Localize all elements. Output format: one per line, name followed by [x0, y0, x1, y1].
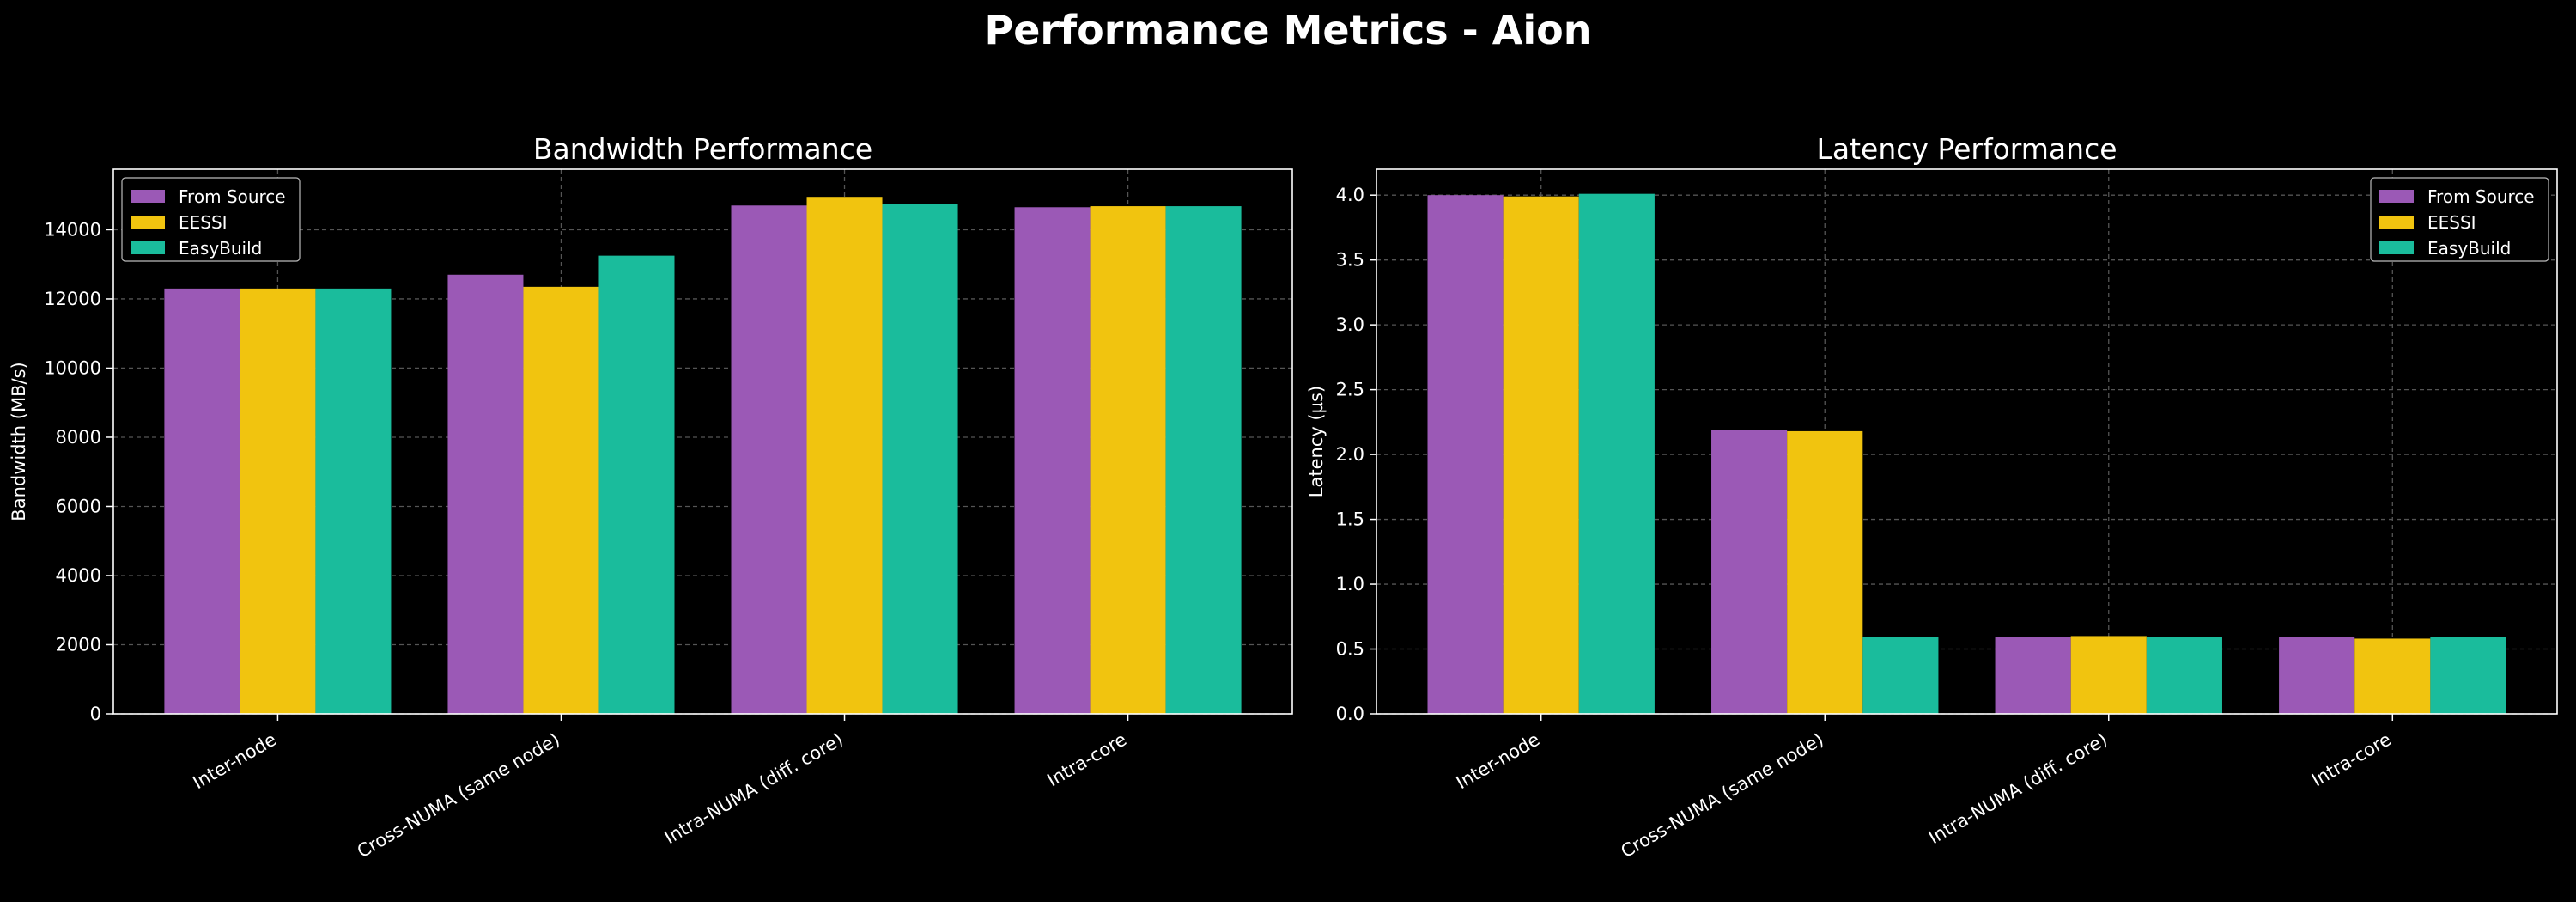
legend-swatch	[2379, 216, 2414, 229]
legend-swatch	[131, 216, 165, 229]
bar-eessi	[1503, 196, 1579, 714]
y-axis-label: Bandwidth (MB/s)	[9, 362, 29, 521]
y-tick-label: 2000	[56, 634, 101, 655]
legend-label: From Source	[2427, 186, 2535, 207]
legend-box	[2370, 177, 2549, 262]
bar-from-source	[731, 205, 807, 714]
bar-eessi	[806, 197, 883, 714]
legend: From Source EESSI EasyBuild	[2370, 177, 2549, 262]
legend-swatch	[131, 241, 165, 254]
legend-label: EasyBuild	[2427, 238, 2511, 259]
x-tick-label: Cross-NUMA (same node)	[354, 729, 563, 862]
chart-panel-2: 0.0 0.5 1.0 1.5 2.0 2.5 3.0 3.5 4.0 Inter-node Cro…	[1306, 132, 2558, 862]
legend-swatch	[131, 190, 165, 203]
bar-eessi	[1090, 206, 1166, 714]
y-tick-label: 8000	[56, 427, 101, 448]
bar-eessi	[1787, 430, 1863, 714]
bar-from-source	[447, 274, 524, 714]
legend-label: EasyBuild	[179, 238, 262, 259]
chart-panel-1: 0 2000 4000 6000 8000 10000 12000 14000 Inter-no…	[9, 132, 1293, 862]
y-tick-label: 3.0	[1336, 314, 1364, 335]
figure-title: Performance Metrics - Aion	[984, 7, 1592, 53]
y-tick-label: 6000	[56, 496, 101, 516]
chart-title: Bandwidth Performance	[533, 132, 872, 166]
y-tick-label: 4000	[56, 565, 101, 586]
y-tick-label: 1.5	[1336, 509, 1364, 530]
chart-title: Latency Performance	[1816, 132, 2117, 166]
legend-swatch	[2379, 241, 2414, 254]
x-tick-label: Intra-core	[1043, 729, 1130, 791]
x-tick-label: Intra-core	[2308, 729, 2395, 791]
legend: From Source EESSI EasyBuild	[121, 177, 301, 262]
x-tick-label: Intra-NUMA (diff. core)	[661, 729, 847, 849]
bar-eessi	[2354, 638, 2431, 714]
axes-frame	[112, 168, 1293, 715]
bar-from-source	[1014, 207, 1091, 714]
y-tick-label: 1.0	[1336, 574, 1364, 594]
axes-frame	[1376, 168, 2558, 715]
y-tick-label: 0.5	[1336, 639, 1364, 660]
y-tick-label: 2.5	[1336, 380, 1364, 400]
x-tick-label: Intra-NUMA (diff. core)	[1925, 729, 2111, 849]
legend-label: From Source	[179, 186, 286, 207]
bar-eessi	[523, 286, 599, 714]
bar-easybuild	[1165, 206, 1242, 714]
bar-easybuild	[1862, 637, 1939, 714]
bar-easybuild	[1578, 193, 1655, 714]
bar-eessi	[240, 288, 316, 714]
bar-from-source	[1995, 637, 2071, 714]
y-tick-label: 0	[90, 704, 101, 724]
x-tick-label: Inter-node	[1453, 729, 1543, 794]
bar-from-source	[164, 288, 240, 714]
y-tick-label: 10000	[44, 357, 101, 378]
y-tick-label: 12000	[44, 289, 101, 309]
bar-easybuild	[2430, 637, 2506, 714]
legend-label: EESSI	[179, 212, 228, 233]
legend-label: EESSI	[2427, 212, 2476, 233]
y-axis-label: Latency (µs)	[1306, 386, 1327, 497]
bar-from-source	[1711, 430, 1788, 714]
y-tick-label: 14000	[44, 219, 101, 240]
bar-easybuild	[2146, 637, 2222, 714]
y-tick-label: 4.0	[1336, 185, 1364, 205]
bar-eessi	[2070, 636, 2147, 714]
x-tick-label: Inter-node	[189, 729, 279, 794]
bar-from-source	[2279, 637, 2355, 714]
y-tick-label: 2.0	[1336, 444, 1364, 465]
bar-easybuild	[598, 255, 675, 715]
legend-swatch	[2379, 190, 2414, 203]
legend-box	[121, 177, 301, 262]
x-tick-label: Cross-NUMA (same node)	[1618, 729, 1827, 862]
y-tick-label: 0.0	[1336, 704, 1364, 724]
y-tick-label: 3.5	[1336, 250, 1364, 271]
bar-easybuild	[882, 204, 958, 714]
bar-from-source	[1427, 195, 1504, 714]
bar-easybuild	[315, 288, 392, 714]
